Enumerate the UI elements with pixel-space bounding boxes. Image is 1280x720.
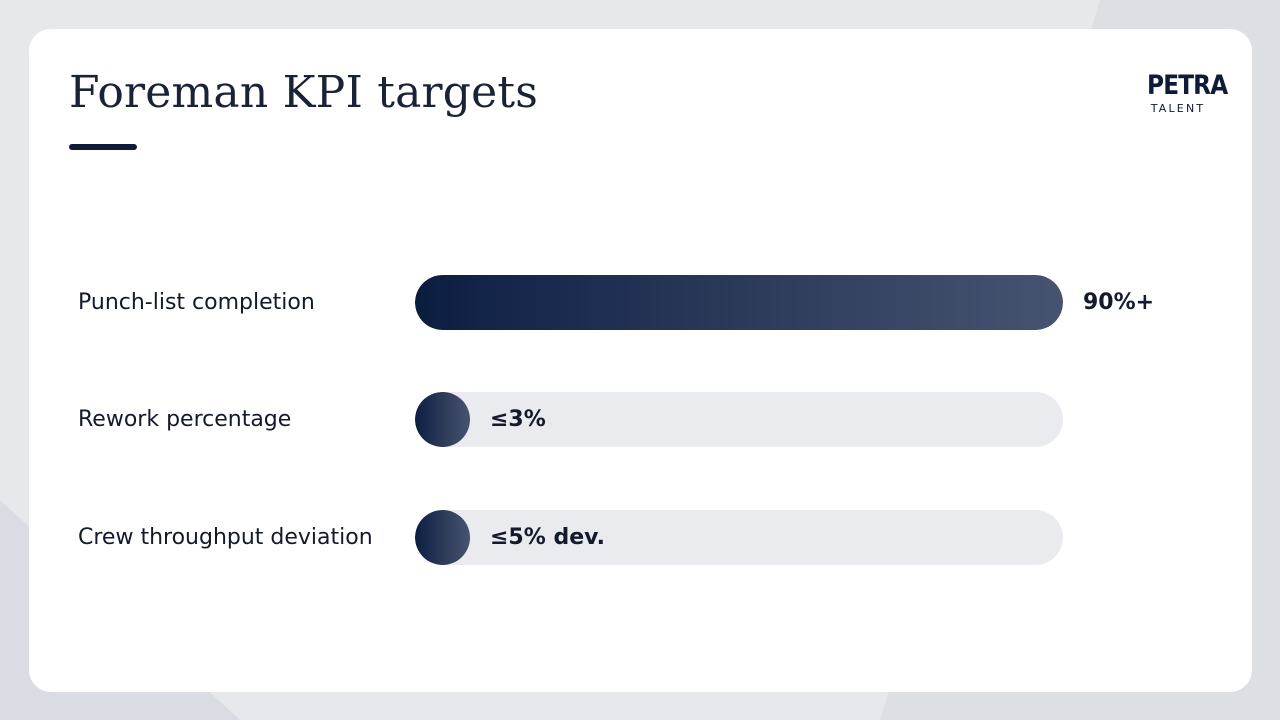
- bar-fill: [415, 392, 470, 447]
- bar-fill: [415, 510, 470, 565]
- title-underline: [69, 144, 137, 150]
- logo-tagline: TALENT: [1150, 102, 1206, 115]
- bar-track: [415, 275, 1063, 330]
- category-label: Punch-list completion: [78, 289, 315, 315]
- bar-track: [415, 510, 1063, 565]
- bar-value-label: ≤3%: [490, 406, 546, 432]
- bar-value-label: 90%+: [1083, 289, 1155, 315]
- category-label: Rework percentage: [78, 406, 292, 432]
- bar-track: [415, 392, 1063, 447]
- kpi-bar-chart: Punch-list completion 90%+ Rework percenta…: [29, 29, 1252, 692]
- category-label: Crew throughput deviation: [78, 524, 373, 550]
- slide-card: Foreman KPI targets PETRA TALENT Punch-l…: [29, 29, 1252, 692]
- bar-value-label: ≤5% dev.: [490, 524, 606, 550]
- slide-title: Foreman KPI targets: [69, 67, 539, 118]
- bar-fill: [415, 275, 1063, 330]
